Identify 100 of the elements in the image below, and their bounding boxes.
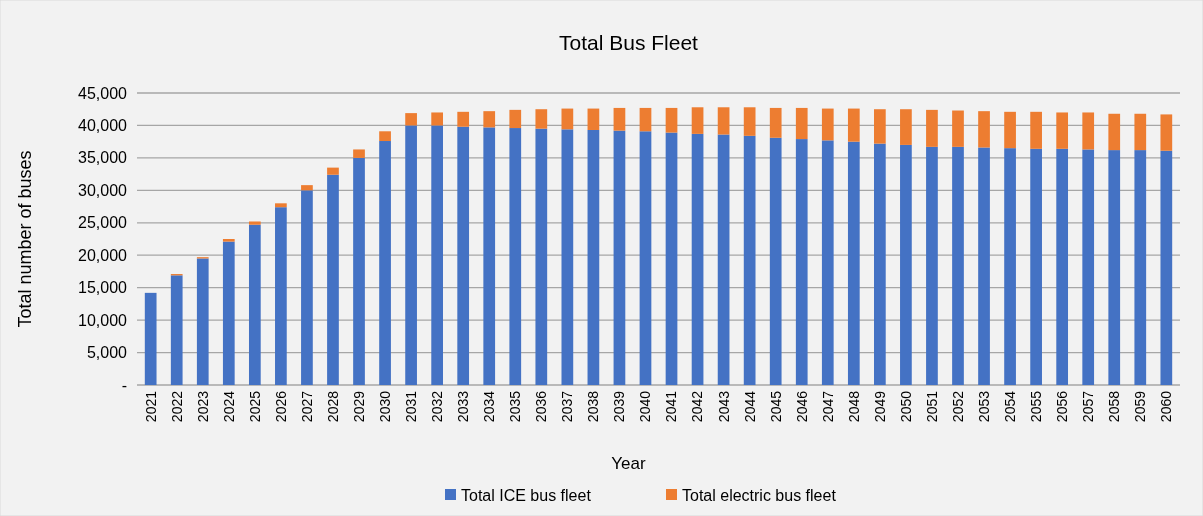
bar (405, 125, 417, 385)
bar (275, 207, 287, 385)
bar (795, 107, 808, 140)
x-tick-label: 2055 (1028, 390, 1045, 423)
x-tick-label: 2027 (298, 390, 315, 423)
x-tick-label: 2039 (611, 390, 628, 423)
bar (717, 134, 730, 385)
y-tick-label: 40,000 (78, 117, 128, 135)
bar (1004, 111, 1016, 149)
bar (639, 107, 652, 132)
bar (587, 129, 600, 385)
bar (509, 128, 522, 385)
bar (275, 203, 287, 208)
bar (587, 108, 600, 130)
bar (691, 133, 704, 385)
y-tick-label: 35,000 (78, 149, 128, 167)
bar (353, 149, 365, 158)
bar (1160, 150, 1173, 385)
bar (926, 109, 938, 147)
x-tick-label: 2032 (429, 390, 446, 423)
x-tick-label: 2059 (1132, 390, 1149, 423)
bar (1134, 113, 1147, 151)
bar (847, 141, 860, 385)
bar (1082, 112, 1095, 150)
bar (483, 111, 496, 128)
bar (821, 140, 834, 385)
x-tick-label: 2047 (819, 390, 836, 423)
bar (613, 107, 626, 131)
y-axis-title: Total number of buses (15, 150, 35, 328)
bar (743, 135, 756, 385)
bar (952, 146, 964, 385)
bar (170, 275, 183, 385)
bar (248, 224, 261, 385)
legend-label: Total electric bus fleet (682, 486, 837, 504)
bar (457, 111, 470, 127)
bar (301, 185, 313, 191)
x-tick-label: 2049 (871, 390, 888, 423)
x-tick-label: 2026 (272, 390, 289, 423)
legend-label: Total ICE bus fleet (461, 486, 592, 504)
bar (327, 167, 339, 175)
x-tick-label: 2036 (533, 390, 550, 423)
x-tick-label: 2051 (923, 390, 940, 423)
bar (1108, 150, 1121, 385)
x-tick-label: 2042 (689, 390, 706, 423)
bar (1030, 111, 1042, 149)
x-tick-label: 2021 (142, 390, 159, 423)
x-tick-label: 2053 (975, 390, 992, 423)
y-tick-label: 30,000 (78, 181, 128, 199)
x-tick-label: 2022 (168, 390, 185, 423)
x-tick-label: 2025 (246, 390, 263, 423)
bar (639, 131, 652, 385)
x-tick-label: 2041 (663, 390, 680, 423)
bar (222, 239, 235, 242)
bar (405, 113, 417, 126)
bar (561, 108, 574, 130)
x-tick-label: 2046 (793, 390, 810, 423)
bar (1004, 148, 1016, 385)
x-tick-label: 2030 (376, 390, 393, 423)
bar (847, 108, 860, 142)
y-tick-label: 15,000 (78, 279, 128, 297)
x-tick-label: 2040 (637, 390, 654, 423)
bar (874, 143, 886, 385)
bar (301, 190, 313, 385)
bar (821, 108, 834, 141)
y-tick-label: 20,000 (78, 246, 128, 264)
bar (353, 157, 365, 385)
x-tick-label: 2058 (1106, 390, 1123, 423)
bar (1134, 150, 1147, 385)
chart-title: Total Bus Fleet (559, 31, 699, 54)
bar (769, 137, 782, 385)
bar (900, 144, 912, 385)
bar (926, 146, 938, 385)
x-tick-label: 2048 (845, 390, 862, 423)
bar (535, 128, 548, 385)
bar (717, 107, 730, 135)
bar (613, 130, 626, 385)
y-tick-label: 5,000 (86, 344, 128, 362)
bar (952, 110, 964, 147)
bar (1082, 149, 1095, 385)
bar (483, 127, 496, 385)
bar (1056, 148, 1069, 385)
x-tick-label: 2045 (767, 390, 784, 423)
y-tick-label: 10,000 (78, 311, 128, 329)
bar (1056, 112, 1069, 149)
bar (665, 107, 678, 133)
bar (509, 109, 522, 129)
y-tick-label: - (121, 376, 127, 394)
bar (795, 139, 808, 385)
y-tick-label: 45,000 (78, 84, 128, 102)
bar (769, 107, 782, 138)
y-tick-label: 25,000 (78, 214, 128, 232)
bar (327, 174, 339, 385)
x-axis-title: Year (611, 454, 647, 473)
x-tick-label: 2031 (403, 390, 419, 423)
bar (561, 129, 574, 385)
bar (379, 131, 391, 142)
bar (379, 141, 391, 385)
bar (1160, 114, 1173, 151)
bar (431, 112, 443, 126)
bar (222, 241, 235, 385)
